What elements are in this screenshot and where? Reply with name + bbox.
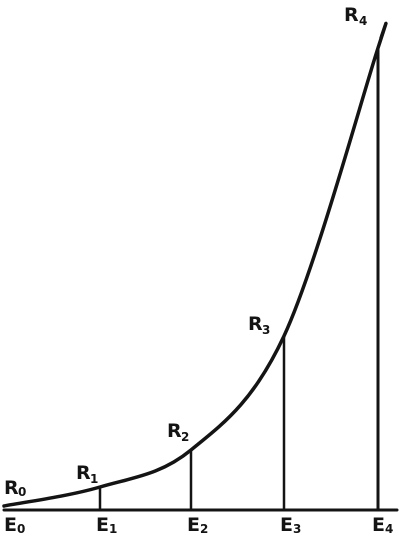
- axis-label-letter: E: [187, 514, 200, 536]
- axis-label-2: E 2: [187, 514, 208, 536]
- curve-label-2: R 2: [167, 420, 189, 444]
- curve-label-letter: R: [344, 4, 359, 26]
- axis-label-index: 3: [293, 522, 301, 536]
- curve-label-1: R 1: [76, 462, 98, 486]
- curve-label-0: R 0: [4, 477, 26, 499]
- axis-label-index: 0: [17, 522, 25, 536]
- axis-label-3: E 3: [280, 514, 301, 536]
- axis-label-index: 2: [200, 522, 208, 536]
- curve-label-3: R 3: [248, 313, 270, 337]
- growth-curve: [2, 21, 388, 508]
- curve-label-letter: R: [4, 477, 19, 499]
- axis-label-letter: E: [280, 514, 293, 536]
- axis-label-letter: E: [96, 514, 109, 536]
- axis-label-index: 4: [385, 522, 393, 536]
- curve-label-letter: R: [76, 462, 91, 484]
- curve-label-index: 1: [90, 472, 98, 486]
- curve-label-letter: R: [167, 420, 182, 442]
- axis-label-index: 1: [109, 522, 117, 536]
- axis-label-letter: E: [4, 514, 17, 536]
- curve-label-letter: R: [248, 313, 263, 335]
- axis-label-0: E 0: [4, 514, 25, 536]
- curve-label-index: 0: [18, 485, 26, 499]
- axis-label-4: E 4: [372, 514, 393, 536]
- curve-label-index: 4: [359, 14, 367, 28]
- curve-label-index: 3: [262, 323, 270, 337]
- axis-label-1: E 1: [96, 514, 117, 536]
- curve-label-4: R 4: [344, 4, 367, 28]
- curve-label-index: 2: [181, 430, 189, 444]
- axis-label-letter: E: [372, 514, 385, 536]
